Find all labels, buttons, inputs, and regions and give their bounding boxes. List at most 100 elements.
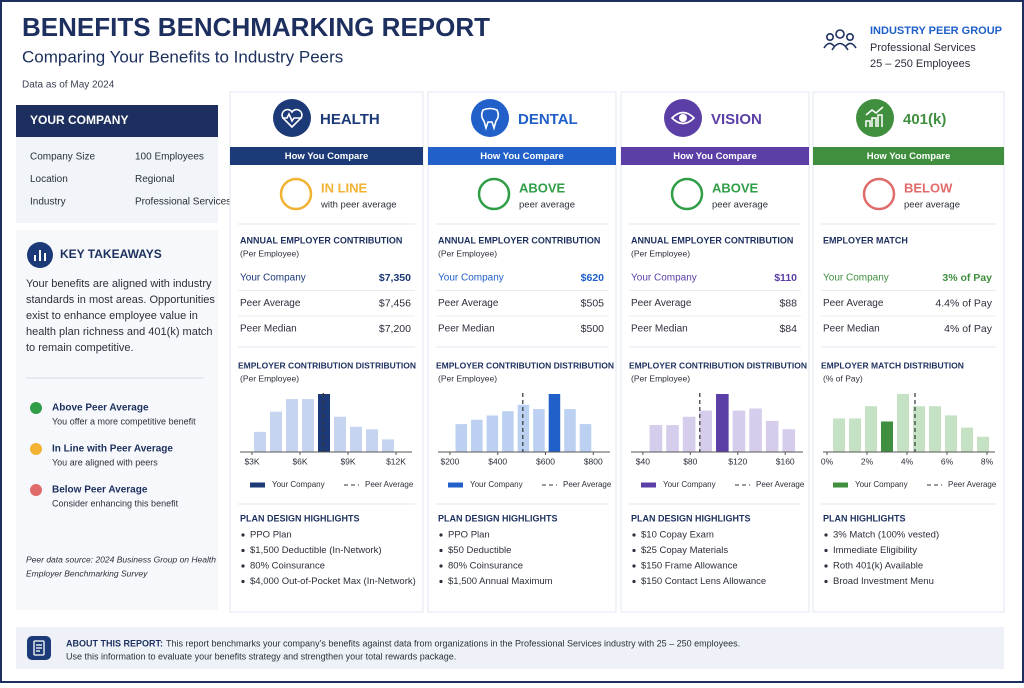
distribution-subheading: (Per Employee) [631,373,690,383]
legend-dot [30,402,42,414]
legend-label: In Line with Peer Average [52,444,173,455]
takeaways-heading: KEY TAKEAWAYS [60,247,162,261]
status-note: with peer average [320,200,397,211]
source-note: Peer data source: 2024 Business Group on… [26,554,216,564]
histogram-bar [471,419,483,452]
compare-heading: How You Compare [285,151,369,162]
histogram-bar [270,411,282,452]
distribution-subheading: (% of Pay) [823,373,863,383]
histogram-bar [865,406,877,452]
metrics-heading: ANNUAL EMPLOYER CONTRIBUTION [438,235,600,245]
metrics-heading: ANNUAL EMPLOYER CONTRIBUTION [631,235,793,245]
x-tick-label: $400 [488,456,507,466]
metrics-heading: ANNUAL EMPLOYER CONTRIBUTION [240,235,402,245]
x-tick-label: $120 [728,456,747,466]
histogram-bar [765,420,779,452]
histogram-bar [961,427,973,452]
takeaways-text: to remain competitive. [26,342,134,354]
histogram-bar [334,416,346,452]
bullet [439,579,443,584]
x-tick-label: $9K [340,456,355,466]
histogram-bar [254,431,266,452]
histogram-bar [666,425,679,452]
histogram-bar [732,410,746,452]
column-title: 401(k) [903,111,946,128]
histogram-bar [929,406,941,452]
source-note: Employer Benchmarking Survey [26,568,148,578]
x-tick-label: $3K [244,456,259,466]
status-note: peer average [712,200,768,211]
metric-label: Peer Average [438,298,499,309]
highlight-item: $50 Deductible [448,545,511,556]
bullet [824,548,828,553]
distribution-heading: EMPLOYER MATCH DISTRIBUTION [821,360,964,370]
distribution-subheading: (Per Employee) [240,373,299,383]
company-label: Location [30,174,68,185]
metric-label: Peer Median [240,324,297,335]
takeaways-icon-glyph [34,250,46,261]
column-title: VISION [711,111,762,128]
distribution-heading: EMPLOYER CONTRIBUTION DISTRIBUTION [436,360,614,370]
legend-swatch [448,482,463,488]
metric-value: 4% of Pay [944,323,993,335]
highlight-item: $4,000 Out-of-Pocket Max (In-Network) [250,576,416,587]
metric-label: Peer Median [438,324,495,335]
legend-swatch [833,482,848,488]
company-value: Professional Services [135,197,231,208]
footer-text: This report benchmarks your company’s be… [166,638,740,648]
distribution-heading: EMPLOYER CONTRIBUTION DISTRIBUTION [629,360,807,370]
metric-label: Peer Average [823,298,884,309]
metric-value: $7,456 [379,297,411,309]
compare-heading: How You Compare [867,151,951,162]
icon-glyph [679,114,687,122]
company-panel [16,137,218,223]
metrics-heading: EMPLOYER MATCH [823,235,908,245]
column-icon [273,99,311,137]
histogram-bar [977,436,989,452]
peer-group-heading: INDUSTRY PEER GROUP [870,25,1002,37]
histogram-bar [749,408,762,452]
footer-heading: ABOUT THIS REPORT: [66,638,163,648]
legend-peer: Peer Average [756,480,805,489]
histogram-bar [502,411,514,452]
metric-value: $88 [779,297,797,309]
histogram-bar [564,409,576,452]
histogram-bar [533,409,545,452]
status-ring [862,177,896,211]
highlight-item: Broad Investment Menu [833,576,934,587]
status-label: BELOW [904,180,953,195]
x-tick-label: 4% [901,456,914,466]
legend-company: Your Company [470,480,523,489]
x-tick-label: $600 [536,456,555,466]
highlight-item: Immediate Eligibility [833,545,917,556]
x-tick-label: $12K [386,456,406,466]
column-panel [229,91,424,613]
histogram-bar [833,418,845,452]
takeaways-text: health plan richness and 401(k) match [26,326,213,338]
legend-description: You offer a more competitive benefit [52,416,196,426]
histogram-bar [318,394,330,452]
highlight-item: PPO Plan [250,530,292,541]
highlight-item: $150 Frame Allowance [641,561,738,572]
highlights-heading: PLAN DESIGN HIGHLIGHTS [631,513,751,523]
x-tick-label: $800 [584,456,603,466]
highlight-item: 80% Coinsurance [250,561,325,572]
bullet [824,533,828,537]
metric-value: $7,350 [379,272,411,284]
highlights-heading: PLAN HIGHLIGHTS [823,513,906,523]
legend-peer: Peer Average [563,480,612,489]
x-tick-label: 6% [941,456,954,466]
histogram-bar [366,429,378,452]
histogram-bar [716,394,729,452]
status-ring [670,177,704,211]
compare-bar [621,147,809,165]
company-heading: YOUR COMPANY [30,113,128,127]
histogram-bar [286,399,298,452]
bullet [632,533,636,537]
metric-label: Peer Median [631,324,688,335]
legend-peer: Peer Average [948,480,997,489]
status-label: ABOVE [712,180,759,195]
status-label: IN LINE [321,180,368,195]
histogram-bar [782,429,796,452]
